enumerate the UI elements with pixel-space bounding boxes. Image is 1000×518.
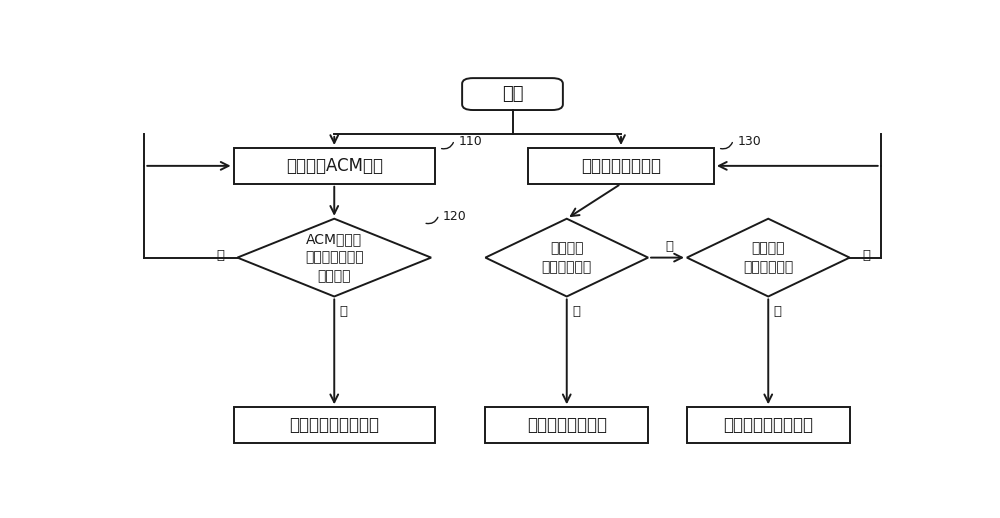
FancyBboxPatch shape <box>462 78 563 110</box>
Bar <box>234 148 435 184</box>
Text: 是: 是 <box>340 305 348 318</box>
Bar <box>234 407 435 443</box>
Text: 否: 否 <box>863 249 871 262</box>
Text: 110: 110 <box>458 135 482 149</box>
Polygon shape <box>237 219 431 296</box>
Bar <box>528 148 714 184</box>
Text: 120: 120 <box>443 210 466 223</box>
Polygon shape <box>485 219 648 296</box>
Text: 生成流控帧并发送: 生成流控帧并发送 <box>527 416 607 434</box>
Text: 开始: 开始 <box>502 85 523 103</box>
Text: 生成解流控帧并发送: 生成解流控帧并发送 <box>723 416 813 434</box>
Text: 是: 是 <box>572 305 580 318</box>
Bar <box>687 407 850 443</box>
Text: 否: 否 <box>216 249 224 262</box>
Text: 是: 是 <box>774 305 782 318</box>
Text: 缓存水位
升至最高门限: 缓存水位 升至最高门限 <box>542 241 592 274</box>
Text: 实时检测ACM信息: 实时检测ACM信息 <box>286 157 383 175</box>
Bar <box>485 407 648 443</box>
Text: 130: 130 <box>737 135 761 149</box>
Text: 监控缓存水位变化: 监控缓存水位变化 <box>581 157 661 175</box>
Polygon shape <box>687 219 850 296</box>
Text: ACM的变化
导致以太网带宽
发生变化: ACM的变化 导致以太网带宽 发生变化 <box>305 232 364 283</box>
Text: 否: 否 <box>666 240 674 253</box>
Text: 生成限速报文并发送: 生成限速报文并发送 <box>289 416 379 434</box>
Text: 缓存水位
降至最低门限: 缓存水位 降至最低门限 <box>743 241 793 274</box>
